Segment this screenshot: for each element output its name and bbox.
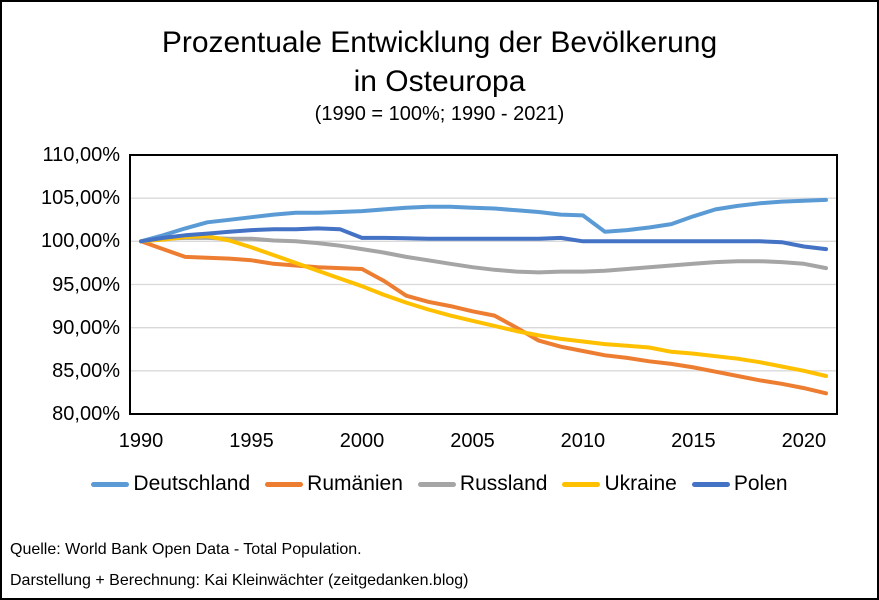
title-block: Prozentuale Entwicklung der Bevölkerung … [2,23,877,128]
x-axis-label-2010: 2010 [560,430,606,452]
y-axis-label-95: 95,00% [52,273,120,296]
legend-label-deutschland: Deutschland [133,472,251,495]
legend-line-swatch-polen [691,481,730,487]
legend-item-polen: Polen [691,472,788,496]
legend-item-russland: Russland [417,472,548,496]
source-note: Quelle: World Bank Open Data - Total Pop… [10,541,362,558]
legend: Deutschland Rumänien Russland Ukraine Polen [2,472,877,496]
y-axis-label-100: 100,00% [41,230,120,253]
x-axis-label-2015: 2015 [671,430,716,452]
legend-label-russland: Russland [459,472,548,495]
legend-label-rumaenien: Rumänien [307,472,403,495]
legend-line-swatch-ukraine [562,481,601,487]
plot-border [129,154,838,415]
legend-line-swatch-deutschland [91,481,130,487]
credit-note: Darstellung + Berechnung: Kai Kleinwächt… [10,572,469,589]
population-line-rumaenien [139,239,828,396]
legend-line-swatch-rumaenien [265,481,304,487]
x-axis-label-2005: 2005 [450,430,495,452]
x-axis-label-2020: 2020 [781,430,827,452]
y-axis-label-90: 90,00% [52,316,120,339]
y-axis-label-85: 85,00% [52,359,120,382]
x-axis-label-1995: 1995 [229,430,274,452]
y-axis-label-110: 110,00% [42,144,120,166]
legend-item-rumaenien: Rumänien [265,472,403,496]
chart-subtitle: (1990 = 100%; 1990 - 2021) [314,103,565,125]
chart-title-line1: Prozentuale Entwicklung der Bevölkerung [161,26,718,59]
legend-label-ukraine: Ukraine [604,472,677,495]
y-axis-label-80: 80,00% [52,403,120,425]
population-line-polen [139,226,828,252]
population-line-deutschland [139,197,828,244]
x-axis-label-1990: 1990 [118,430,164,452]
chart-title-line2: in Osteuropa [353,65,526,98]
legend-item-deutschland: Deutschland [91,472,250,496]
legend-line-swatch-russland [417,481,456,487]
legend-label-polen: Polen [733,472,788,495]
y-axis-label-105: 105,00% [41,187,120,210]
legend-item-ukraine: Ukraine [562,472,677,496]
population-line-russland [139,235,828,275]
x-axis-label-2000: 2000 [339,430,385,452]
population-line-ukraine [139,234,828,378]
